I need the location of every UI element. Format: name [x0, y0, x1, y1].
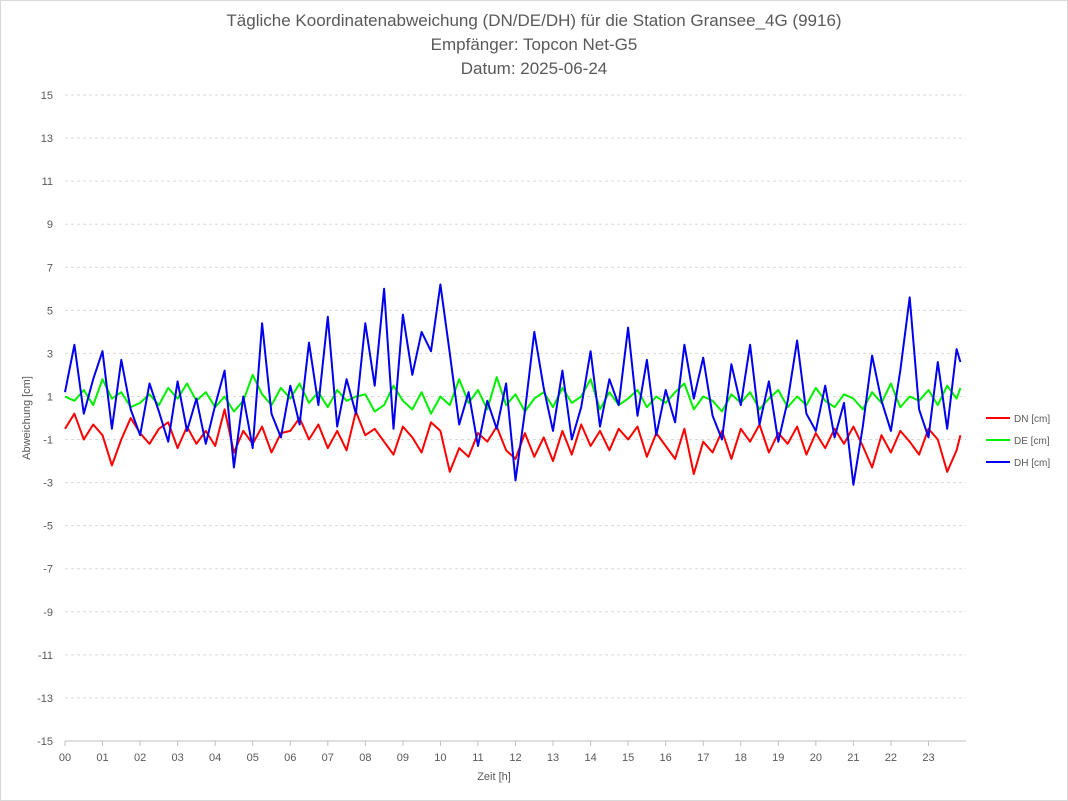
y-tick-label: -11 — [38, 650, 53, 662]
x-axis-label: Zeit [h] — [477, 771, 511, 783]
x-tick-label: 15 — [622, 752, 634, 764]
x-tick-label: 09 — [397, 752, 409, 764]
x-tick-label: 00 — [59, 752, 71, 764]
x-tick-label: 08 — [359, 752, 371, 764]
x-tick-label: 07 — [322, 752, 334, 764]
y-tick-label: -7 — [43, 564, 53, 576]
x-tick-label: 14 — [584, 752, 596, 764]
x-tick-label: 16 — [660, 752, 672, 764]
x-tick-label: 10 — [434, 752, 446, 764]
x-tick-label: 05 — [247, 752, 259, 764]
y-tick-label: 11 — [42, 176, 53, 188]
legend-label: DE [cm] — [1014, 436, 1050, 447]
x-tick-label: 12 — [509, 752, 521, 764]
chart-title-line-1: Tägliche Koordinatenabweichung (DN/DE/DH… — [226, 11, 842, 30]
legend-label: DN [cm] — [1014, 414, 1050, 425]
x-tick-label: 18 — [735, 752, 747, 764]
x-tick-label: 23 — [922, 752, 934, 764]
x-tick-label: 01 — [96, 752, 108, 764]
y-tick-label: 15 — [41, 90, 53, 102]
y-tick-label: 13 — [41, 133, 53, 145]
series-lines — [64, 283, 962, 486]
chart-title-line-3: Datum: 2025-06-24 — [460, 59, 608, 78]
series-line-dh — [64, 283, 962, 486]
x-tick-label: 06 — [284, 752, 296, 764]
y-axis-label: Abweichung [cm] — [21, 376, 33, 460]
y-tick-label: -13 — [37, 693, 53, 705]
series-line-dn — [64, 408, 962, 475]
x-tick-label: 03 — [172, 752, 184, 764]
y-tick-label: -5 — [43, 521, 53, 533]
y-tick-label: 5 — [47, 305, 53, 317]
y-tick-label: 1 — [47, 391, 53, 403]
y-tick-label: -3 — [43, 478, 53, 490]
x-tick-label: 22 — [885, 752, 897, 764]
y-tick-label: 9 — [47, 219, 53, 231]
legend: DN [cm] DE [cm] DH [cm] — [986, 414, 1050, 469]
x-tick-label: 02 — [134, 752, 146, 764]
y-tick-label: -9 — [43, 607, 53, 619]
y-tick-label: 7 — [47, 262, 53, 274]
x-tick-marks — [64, 741, 929, 746]
y-tick-label: 3 — [47, 348, 53, 360]
legend-label: DH [cm] — [1014, 458, 1050, 469]
x-tick-label: 21 — [847, 752, 859, 764]
x-tick-label: 11 — [472, 752, 483, 764]
y-tick-labels: 15 13 11 9 7 5 3 1 -1 -3 -5 -7 -9 -11 -13 -15 — [37, 90, 53, 748]
x-tick-label: 20 — [810, 752, 822, 764]
y-tick-label: -15 — [37, 736, 53, 748]
x-tick-label: 19 — [772, 752, 784, 764]
x-tick-label: 04 — [209, 752, 221, 764]
y-tick-label: -1 — [43, 435, 53, 447]
x-tick-labels: 00 01 02 03 04 05 06 07 08 09 10 11 12 13 14 15 16 17 18 19… — [59, 752, 935, 764]
chart-title-line-2: Empfänger: Topcon Net-G5 — [430, 35, 638, 54]
x-tick-label: 17 — [697, 752, 709, 764]
x-tick-label: 13 — [547, 752, 559, 764]
